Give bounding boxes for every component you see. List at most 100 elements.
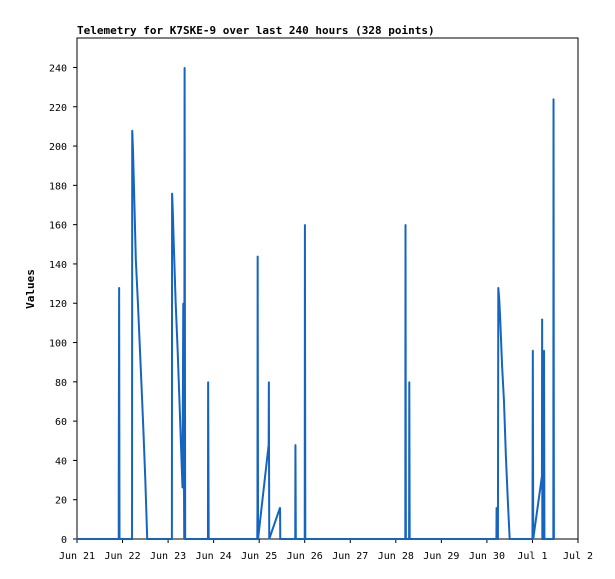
data-point [499,318,501,320]
y-tick-label: 200 [49,142,67,153]
data-point [541,538,543,540]
y-axis: 0 20 40 60 80 100 120 140 160 180 200 220 240 [49,63,77,546]
data-point [171,192,173,194]
data-point [76,538,78,540]
data-point [184,66,186,69]
data-point [497,286,499,289]
data-point [172,212,174,214]
data-point [295,538,297,540]
data-point [131,538,133,540]
x-tick-label: Jun 23 [150,551,186,562]
x-tick-label: Jun 27 [332,551,368,562]
x-tick-label: Jun 21 [59,551,95,562]
data-point [541,475,543,477]
data-point [498,298,500,300]
plot-area-frame [76,37,579,540]
data-point [257,255,259,257]
data-point [257,538,259,540]
y-tick-label: 160 [49,221,67,232]
y-tick-label: 140 [49,260,67,271]
data-point [132,149,134,151]
data-point [532,349,534,351]
data-point [184,538,186,540]
data-point [404,224,407,226]
data-point [304,224,306,226]
data-point [139,341,141,344]
data-point [173,243,175,245]
data-point [505,455,507,458]
y-tick-label: 20 [55,496,67,507]
data-point [501,365,503,367]
data-point [553,538,555,540]
data-point [543,349,545,351]
data-point [171,538,173,540]
x-axis: Jun 21 Jun 22 Jun 23 Jun 24 Jun 25 Jun 26 Jun … [59,539,593,562]
y-axis-label: Values [24,269,37,309]
y-tick-label: 180 [49,181,67,192]
data-point [207,381,209,383]
data-point [509,538,511,540]
x-tick-label: Jul 2 [563,551,593,562]
data-point [552,98,555,100]
data-point [181,487,184,489]
data-point [268,538,270,540]
data-point [543,538,546,540]
y-tick-label: 220 [49,103,67,114]
data-point [182,302,184,304]
y-tick-label: 240 [49,63,67,74]
series-layer [76,66,555,540]
y-tick-label: 120 [49,299,67,310]
y-tick-label: 100 [49,339,67,350]
data-point [140,385,143,387]
data-point [175,302,177,304]
data-point [176,347,179,350]
data-point [118,538,121,540]
chart-title: Telemetry for K7SKE-9 over last 240 hour… [77,24,435,37]
x-tick-label: Jun 28 [378,551,414,562]
x-tick-label: Jun 24 [196,551,232,562]
x-tick-label: Jun 30 [469,551,505,562]
data-point [507,499,509,501]
y-tick-label: 80 [55,378,67,389]
data-point [146,538,148,540]
data-point [137,298,139,300]
data-point [183,538,185,540]
data-point [268,444,270,446]
data-point [144,479,146,481]
data-point [409,538,411,540]
data-point [178,400,181,403]
data-point [142,430,145,432]
data-point [279,506,281,509]
data-point [495,506,498,509]
data-point [541,318,543,320]
data-point [279,538,281,540]
data-point [135,259,137,261]
x-tick-label: Jul 1 [517,551,547,562]
data-point [294,444,297,446]
data-point [256,506,259,509]
x-tick-label: Jun 22 [104,551,140,562]
x-tick-label: Jun 29 [423,551,459,562]
series-line-1 [77,67,555,540]
x-tick-label: Jun 25 [241,551,277,562]
y-tick-label: 40 [55,456,67,467]
data-point [118,477,120,479]
data-point [408,381,410,383]
data-point [503,400,505,403]
data-point [131,129,133,131]
y-tick-label: 0 [61,535,67,546]
data-point [496,538,498,540]
x-tick-label: Jun 26 [287,551,323,562]
data-point [304,538,306,540]
data-point [497,538,499,540]
y-tick-label: 60 [55,417,67,428]
data-point [208,538,210,540]
data-point [405,538,407,540]
series-points [76,66,555,540]
data-point [532,538,534,540]
data-point [532,444,534,446]
data-point [180,455,182,458]
data-point [268,381,270,383]
